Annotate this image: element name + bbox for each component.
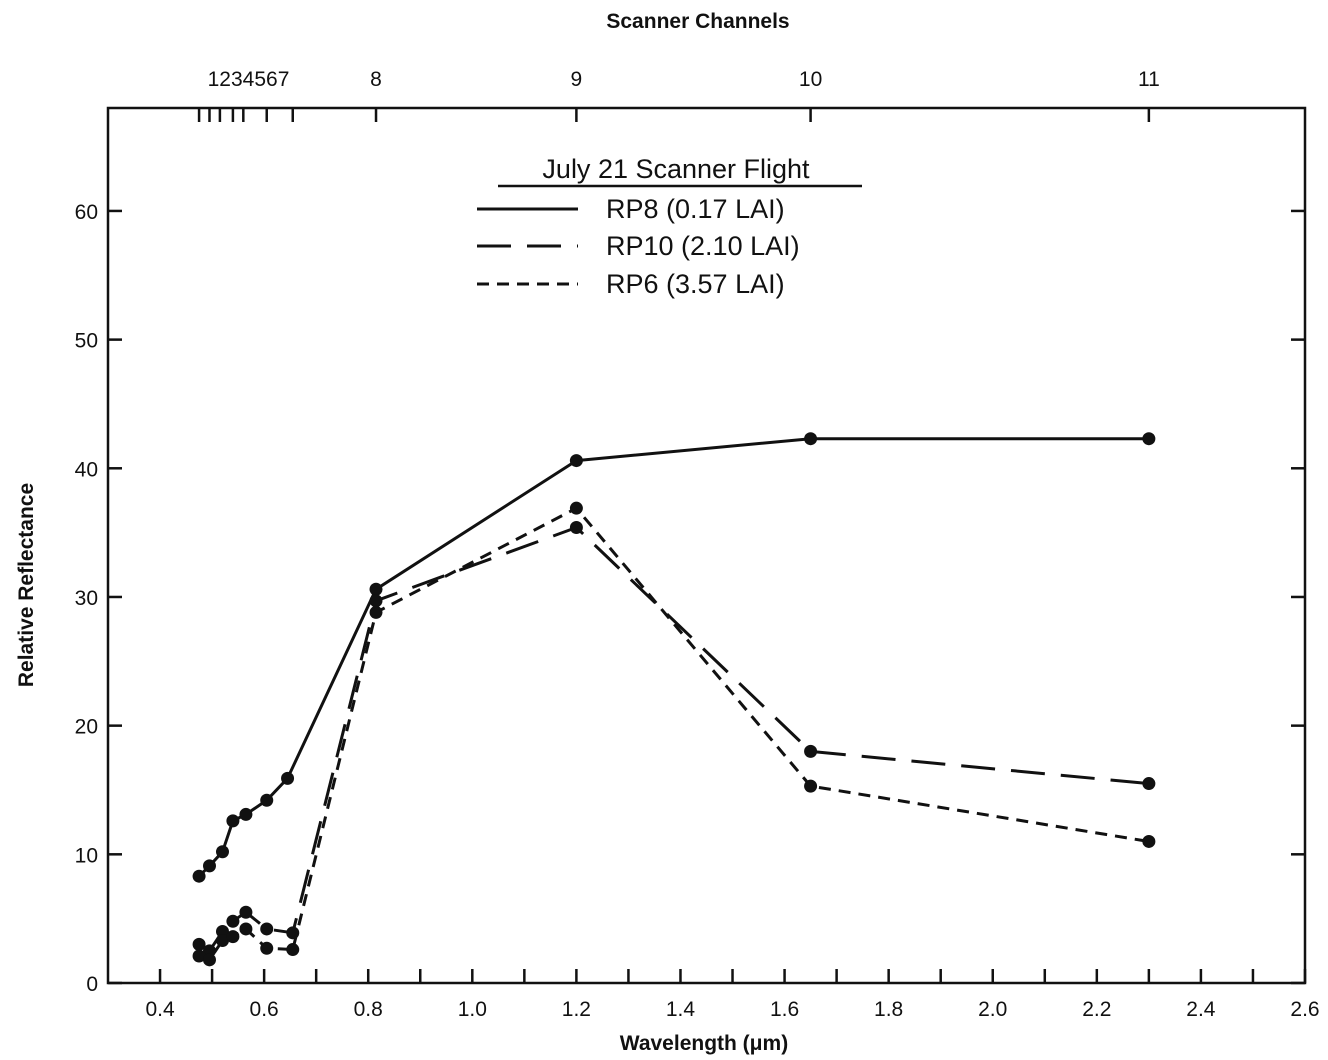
data-point [226, 914, 240, 928]
data-point [239, 807, 253, 821]
data-point [804, 779, 818, 793]
data-point [286, 943, 300, 957]
plot-area: 0.4 0.6 0.8 1.0 1.2 1.4 1.6 1.8 2.0 2.2 2.4 2.6 0 10 2… [75, 68, 1320, 1021]
top-axis-label: Scanner Channels [606, 10, 789, 33]
x-tick-label: 1.0 [458, 998, 487, 1021]
data-point [192, 937, 206, 951]
data-point [1142, 432, 1156, 446]
legend-title: July 21 Scanner Flight [542, 154, 810, 184]
data-point [369, 605, 383, 619]
y-tick-label: 60 [75, 201, 98, 224]
y-tick-label: 40 [75, 458, 98, 481]
channel-label: 8 [370, 68, 382, 91]
data-point [226, 814, 240, 828]
y-axis-label: Relative Reflectance [15, 483, 38, 687]
data-point [369, 582, 383, 596]
x-tick-label: 2.6 [1290, 998, 1319, 1021]
data-point [260, 922, 274, 936]
y-tick-label: 10 [75, 844, 98, 867]
data-point [569, 454, 583, 468]
data-point [281, 771, 295, 785]
plot-frame [106, 106, 1307, 985]
data-point [239, 922, 253, 936]
data-point [1142, 777, 1156, 791]
data-point [192, 869, 206, 883]
x-axis-label: Wavelength (μm) [620, 1032, 788, 1055]
x-tick-label: 2.4 [1186, 998, 1216, 1021]
y-tick-label: 30 [75, 587, 98, 610]
channel-label: 11 [1138, 68, 1160, 91]
data-point [192, 949, 206, 963]
data-point [804, 744, 818, 758]
y-tick-label: 20 [75, 716, 98, 739]
series-line [198, 437, 1149, 878]
data-point [226, 930, 240, 944]
channel-label: 9 [571, 68, 583, 91]
data-point [260, 793, 274, 807]
x-tick-label: 2.0 [978, 998, 1007, 1021]
x-tick-label: 0.6 [250, 998, 279, 1021]
x-tick-label: 1.6 [770, 998, 799, 1021]
x-tick-label: 0.4 [145, 998, 175, 1021]
y-tick-label: 50 [75, 330, 98, 353]
legend-label: RP8 (0.17 LAI) [606, 194, 785, 224]
channel-label: 10 [799, 68, 822, 91]
data-point [215, 925, 229, 939]
data-point [1142, 834, 1156, 848]
data-point [202, 944, 216, 958]
data-point [804, 432, 818, 446]
x-tick-label: 2.2 [1082, 998, 1111, 1021]
x-tick-label: 1.8 [874, 998, 903, 1021]
channel-label: 1234567 [208, 68, 290, 91]
legend-label: RP6 (3.57 LAI) [606, 269, 785, 299]
data-point [569, 501, 583, 515]
data-point [215, 934, 229, 948]
x-tick-label: 1.4 [666, 998, 696, 1021]
data-point [369, 594, 383, 608]
legend-label: RP10 (2.10 LAI) [606, 231, 800, 261]
data-point [202, 953, 216, 967]
data-point [239, 905, 253, 919]
x-tick-label: 0.8 [354, 998, 383, 1021]
series-line [198, 526, 1150, 953]
data-point [215, 845, 229, 859]
y-tick-label: 0 [86, 973, 98, 996]
data-point [569, 520, 583, 534]
x-tick-label: 1.2 [562, 998, 591, 1021]
data-point [260, 941, 274, 955]
data-point [202, 859, 216, 873]
